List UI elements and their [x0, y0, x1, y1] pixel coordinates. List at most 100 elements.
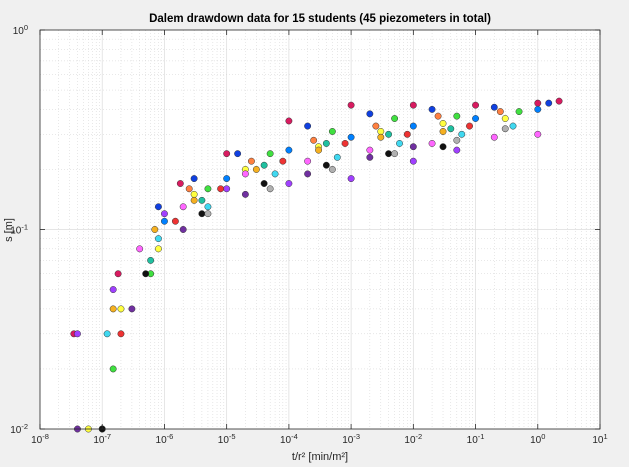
data-point — [490, 103, 498, 111]
series-2 — [154, 99, 553, 211]
data-point — [154, 245, 162, 253]
data-point — [391, 150, 399, 158]
data-point — [271, 170, 279, 178]
data-point — [501, 115, 509, 122]
data-point — [322, 139, 330, 147]
data-point — [472, 101, 480, 109]
y-axis-label: s [m] — [3, 218, 15, 242]
data-point — [160, 217, 168, 225]
data-point — [154, 235, 162, 243]
data-point — [304, 157, 312, 165]
data-point — [428, 139, 436, 147]
data-point — [347, 175, 355, 183]
series-11 — [147, 125, 455, 264]
data-point — [347, 133, 355, 141]
data-point — [266, 150, 274, 158]
data-point — [285, 146, 293, 154]
data-point — [142, 270, 150, 278]
series-14 — [185, 108, 504, 193]
data-point — [179, 226, 187, 233]
data-point — [458, 130, 466, 138]
data-point — [322, 161, 330, 169]
data-point — [453, 136, 461, 144]
data-point — [315, 146, 323, 154]
axis-ticks: 10-8 10-7 10-6 10-5 10-4 10-3 10-2 10-1 100 10110… — [10, 23, 607, 446]
data-point — [266, 185, 274, 193]
data-point — [204, 203, 212, 211]
data-point — [396, 139, 403, 147]
data-point — [328, 128, 336, 135]
data-point — [409, 122, 417, 130]
data-point — [409, 143, 417, 151]
data-point — [190, 190, 198, 198]
data-point — [403, 130, 411, 138]
series-3 — [84, 115, 509, 433]
data-point — [534, 105, 542, 113]
data-point — [545, 99, 553, 107]
data-point — [304, 170, 312, 178]
data-point — [385, 150, 393, 158]
data-point — [534, 99, 542, 107]
data-point — [534, 130, 542, 138]
data-point — [428, 105, 436, 113]
data-point — [147, 256, 155, 264]
data-point — [501, 125, 509, 133]
data-point — [509, 122, 517, 130]
data-point — [341, 139, 349, 147]
data-point — [366, 146, 374, 154]
data-point — [109, 365, 117, 373]
series-10 — [117, 122, 473, 338]
data-point — [490, 133, 498, 141]
data-point — [154, 203, 162, 211]
data-point — [466, 122, 473, 130]
data-point — [198, 210, 206, 218]
data-point — [347, 101, 355, 109]
data-point — [117, 330, 125, 338]
data-point — [136, 245, 144, 253]
data-point — [453, 146, 461, 154]
data-point — [185, 185, 193, 193]
data-point — [439, 120, 447, 127]
series-7 — [103, 122, 517, 338]
data-point — [285, 180, 293, 187]
series-15 — [160, 105, 542, 225]
data-point — [447, 125, 455, 133]
data-point — [453, 112, 461, 120]
data-point — [223, 185, 231, 193]
data-point — [377, 128, 385, 135]
data-point — [366, 153, 374, 161]
data-point — [103, 330, 111, 338]
data-point — [285, 117, 293, 125]
data-point — [176, 180, 184, 187]
data-point — [204, 210, 212, 218]
data-point — [151, 226, 159, 233]
data-point — [391, 115, 399, 122]
data-point — [74, 330, 81, 338]
data-point — [310, 136, 318, 144]
data-point — [109, 305, 117, 313]
data-point — [223, 175, 231, 183]
data-point — [304, 122, 312, 130]
data-point — [171, 217, 179, 225]
data-point — [434, 112, 442, 120]
x-axis-label: t/r² [min/m²] — [292, 451, 348, 463]
data-point — [179, 203, 187, 211]
data-point — [234, 150, 242, 158]
data-point — [109, 286, 117, 294]
chart-title: Dalem drawdown data for 15 students (45 … — [149, 13, 491, 25]
grid — [40, 30, 600, 429]
data-point — [377, 133, 385, 141]
data-point — [128, 305, 136, 313]
data-point — [439, 128, 447, 135]
data-point — [333, 153, 341, 161]
data-point — [385, 130, 393, 138]
data-point — [198, 196, 206, 204]
data-point — [217, 185, 225, 193]
data-point — [117, 305, 125, 313]
data-point — [252, 165, 260, 173]
data-point — [204, 185, 212, 193]
data-point — [372, 122, 380, 130]
data-point — [190, 175, 198, 183]
data-point — [496, 108, 504, 116]
